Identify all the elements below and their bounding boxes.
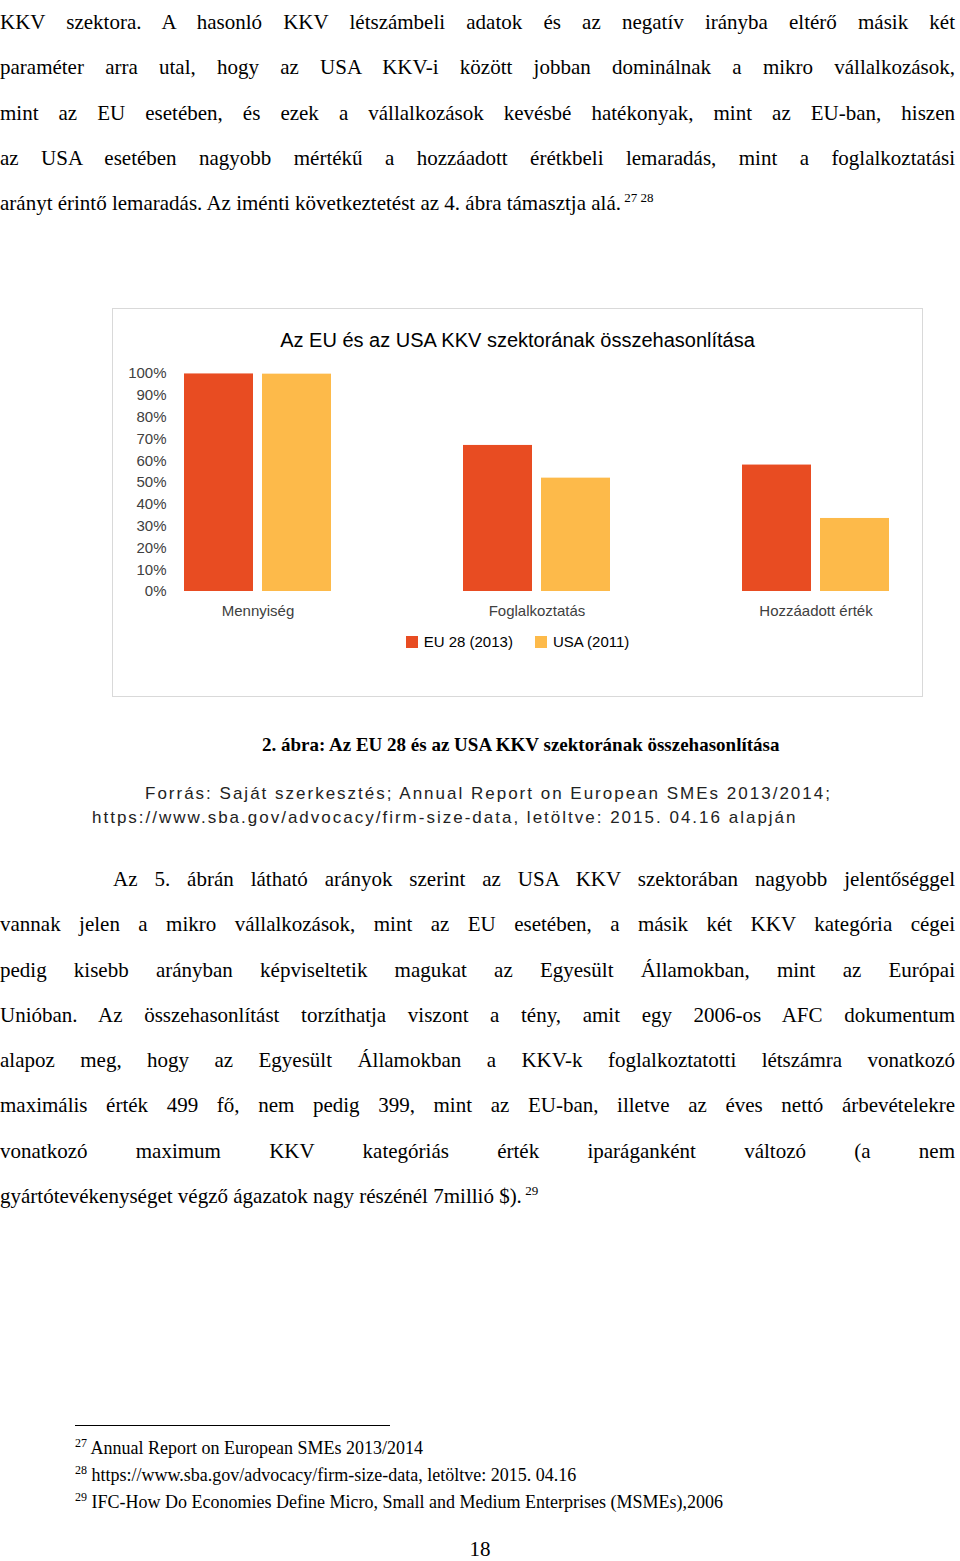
html-text:arányt érintő lemaradás. Az im: arányt érintő lemaradás. Az iménti követ… [0, 190, 654, 216]
html-text:vannak jelen a mikro vállalkoz: vannak jelen a mikro vállalkozások, mint… [0, 912, 955, 937]
html-text:Az 5. ábrán látható arányok sz: Az 5. ábrán látható arányok szerint az U… [113, 867, 955, 891]
html-text:EU 28 (2013): EU 28 (2013) [423, 633, 513, 650]
html-text:18: 18 [469, 1537, 491, 1561]
html-text:USA (2011): USA (2011) [552, 633, 630, 650]
svg-text:60%: 60% [136, 452, 166, 469]
html-text:vonatkozó maximum KKV kategóri: vonatkozó maximum KKV kategóriás érték i… [0, 1138, 955, 1163]
svg-text:70%: 70% [136, 430, 166, 447]
html-text:2. ábra: Az EU 28 és az USA KK: 2. ábra: Az EU 28 és az USA KKV szektorá… [262, 734, 780, 755]
svg-text:20%: 20% [136, 539, 166, 556]
svg-text:90%: 90% [136, 386, 166, 403]
html-text:maximális érték 499 fő, nem pe: maximális érték 499 fő, nem pedig 399, m… [0, 1093, 955, 1118]
svg-text:40%: 40% [136, 495, 166, 512]
svg-text:80%: 80% [136, 408, 166, 425]
svg-text:Hozzáadott érték: Hozzáadott érték [759, 602, 873, 619]
html-text:pedig kisebb arányban képvisel: pedig kisebb arányban képviseltetik magu… [0, 957, 955, 982]
html-text:KKV szektora. A hasonló KKV lé: KKV szektora. A hasonló KKV létszámbeli … [0, 10, 955, 34]
svg-text:0%: 0% [145, 582, 167, 599]
svg-text:Foglalkoztatás: Foglalkoztatás [489, 602, 586, 619]
html-text:Az EU és az USA KKV szektorána: Az EU és az USA KKV szektorának összehas… [280, 329, 755, 351]
html-text:paraméter arra utal, hogy az U: paraméter arra utal, hogy az USA KKV-i k… [0, 55, 955, 80]
html-text:mint az EU esetében, és ezek a: mint az EU esetében, és ezek a vállalkoz… [0, 100, 955, 125]
html-text:az USA esetében nagyobb mérték: az USA esetében nagyobb mértékű a hozzáa… [0, 145, 955, 170]
svg-text:50%: 50% [136, 473, 166, 490]
html-text:https://www.sba.gov/advocacy/f: https://www.sba.gov/advocacy/firm-size-d… [92, 808, 798, 827]
html-text:alapoz meg, hogy az Egyesült Á: alapoz meg, hogy az Egyesült Államokban … [0, 1048, 955, 1073]
svg-text:30%: 30% [136, 517, 166, 534]
html-text:29IFC-How Do Economies Define: 29IFC-How Do Economies Define Micro, Sma… [75, 1490, 723, 1512]
html-text:28https://www.sba.gov/advocacy: 28https://www.sba.gov/advocacy/firm-size… [75, 1463, 577, 1485]
html-text:Forrás: Saját szerkesztés; Ann: Forrás: Saját szerkesztés; Annual Report… [145, 784, 832, 803]
svg-text:100%: 100% [128, 365, 166, 381]
html-text:Unióban. Az összehasonlítást t: Unióban. Az összehasonlítást torzíthatja… [0, 1002, 955, 1027]
svg-text:Mennyiség: Mennyiség [222, 602, 295, 619]
html-text:27Annual Report on European SM: 27Annual Report on European SMEs 2013/20… [75, 1436, 423, 1458]
html-text:gyártótevékenységet végző ágaz: gyártótevékenységet végző ágazatok nagy … [0, 1183, 539, 1209]
svg-text:10%: 10% [136, 561, 166, 578]
